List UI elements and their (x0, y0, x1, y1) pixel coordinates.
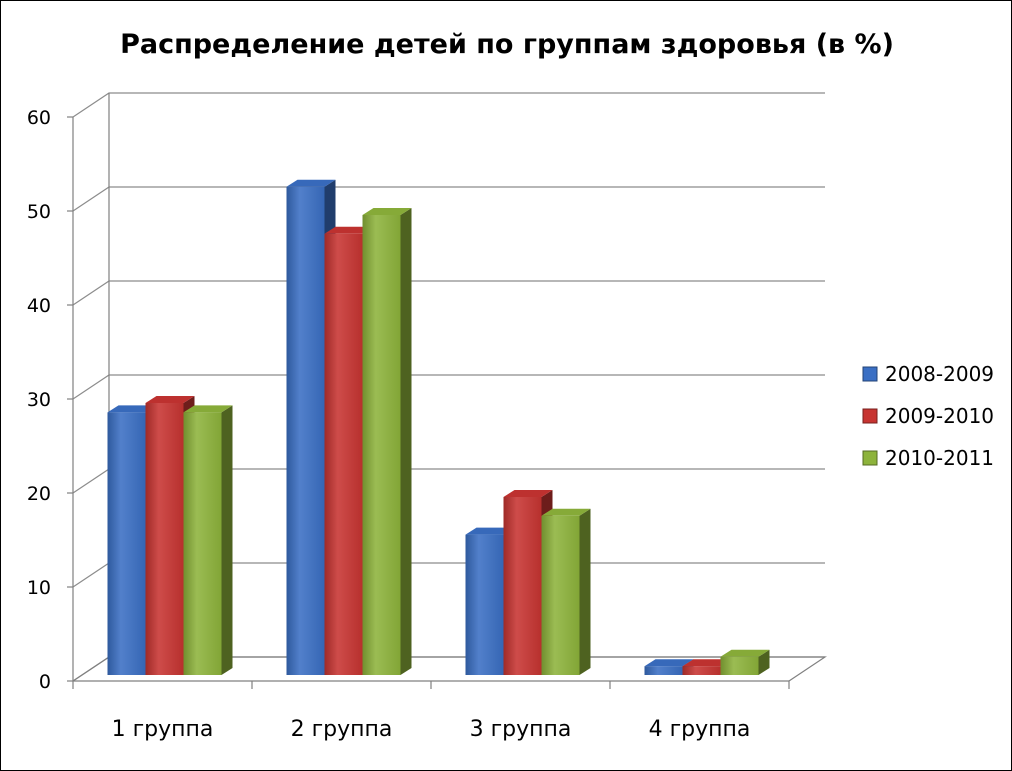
legend-label: 2008-2009 (885, 362, 994, 386)
y-tick-label: 40 (27, 295, 51, 317)
legend-item: 2008-2009 (862, 362, 994, 386)
y-tick-label: 0 (39, 671, 51, 693)
legend-label: 2009-2010 (885, 404, 994, 428)
bar-front (183, 412, 222, 675)
x-category-label: 1 группа (112, 717, 214, 742)
legend-swatch (862, 366, 878, 382)
y-tick-label: 10 (27, 577, 51, 599)
legend-item: 2009-2010 (862, 404, 994, 428)
bar-top (503, 490, 553, 497)
gridline (72, 92, 825, 118)
y-axis-ticks: 0 10 20 30 40 50 60 (27, 107, 51, 693)
bar-top (286, 179, 336, 187)
bar-front (362, 215, 401, 675)
bar-front (720, 656, 759, 675)
axes (67, 93, 827, 689)
bar-front (682, 666, 721, 675)
bar-top (145, 396, 195, 403)
legend: 2008-2009 2009-2010 2010-2011 (862, 362, 994, 470)
x-category-label: 4 группа (649, 717, 751, 742)
bar-front (465, 534, 504, 675)
bar-front (324, 233, 363, 676)
bars (107, 179, 770, 676)
bar (362, 208, 412, 675)
gridline (72, 186, 825, 212)
bar-top (541, 508, 591, 516)
bar-front (644, 666, 683, 675)
y-tick-label: 60 (27, 107, 51, 129)
x-category-label: 3 группа (470, 717, 572, 742)
bar-top (720, 649, 770, 657)
gridline (72, 374, 825, 400)
bar-top (362, 208, 412, 215)
legend-item: 2010-2011 (862, 446, 994, 470)
bar-top (644, 659, 694, 667)
bar-top (183, 405, 233, 413)
y-tick-label: 20 (27, 483, 51, 505)
legend-label: 2010-2011 (885, 446, 994, 470)
x-axis-categories: 1 группа 2 группа 3 группа 4 группа (112, 717, 751, 742)
bar (541, 508, 591, 675)
legend-swatch (862, 408, 878, 424)
gridline (72, 280, 825, 306)
bar-front (107, 412, 146, 675)
bar-top (107, 405, 157, 413)
bar-side (221, 405, 233, 675)
y-tick-label: 30 (27, 389, 51, 411)
bar-top (465, 527, 515, 535)
bar-top (324, 226, 374, 234)
bar-front (286, 186, 325, 676)
bar (720, 649, 770, 675)
bar-front (503, 497, 542, 675)
legend-swatch (862, 450, 878, 466)
bar-top (682, 659, 732, 667)
chart-title: Распределение детей по группам здоровья … (120, 29, 894, 60)
bar-front (145, 403, 184, 675)
bar-side (400, 208, 412, 675)
bar-side (758, 649, 770, 675)
bar (183, 405, 233, 675)
y-tick-label: 50 (27, 201, 51, 223)
x-category-label: 2 группа (291, 717, 393, 742)
bar-side (579, 508, 591, 675)
bar-front (541, 515, 580, 675)
